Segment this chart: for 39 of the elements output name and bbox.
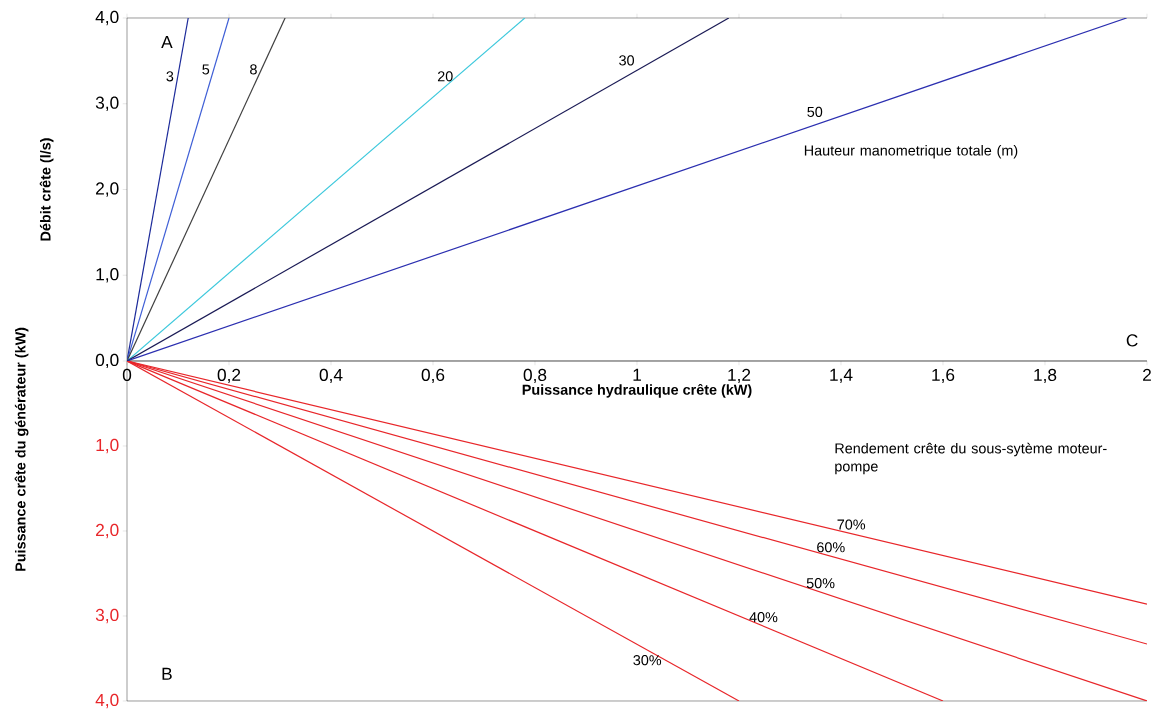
series-label: 30% [633,655,662,666]
y-tick-label: 4,0 [95,10,119,26]
y-tick-label: 1,0 [96,268,119,283]
x-tick-label: 2 [1143,368,1151,381]
y-tick-label: 3,0 [95,608,119,624]
x-tick-label: 1,8 [1034,368,1057,384]
x-tick-label: 0,6 [421,368,445,384]
y-axis-title: Débit crête (l/s) [39,138,54,241]
y-tick-label: 2,0 [96,523,119,539]
series-label: 8 [250,64,257,75]
x-tick-label: 1,6 [932,368,955,384]
x-tick-label: 0,8 [523,368,547,384]
annotation: Hauteur manometrique totale (m) [804,145,1018,159]
series-label: 3 [166,71,174,82]
y-tick-label: 3,0 [95,96,119,111]
y-tick-label: 2,0 [96,182,119,197]
x-tick-label: 1,4 [830,368,853,383]
x-axis-title: Puissance hydraulique crête (kW) [522,383,752,398]
x-tick-label: 0 [122,368,132,382]
series-label: 30 [619,55,635,66]
series-label: 20 [437,71,453,82]
annotation: C [1126,334,1138,347]
x-tick-label: 1,2 [728,368,751,384]
y-tick-label: 4,0 [95,693,119,709]
y-tick-label: 0,0 [95,353,119,369]
series-label: 5 [202,64,210,75]
series-label: 50% [806,578,835,589]
annotation: Rendement crête du sous-sytème moteur-pompe [835,442,1107,475]
annotation: B [162,667,172,680]
y-tick-label: 1,0 [96,438,119,454]
x-tick-label: 0,4 [319,368,343,384]
annotation: A [161,36,173,48]
x-tick-label: 0,2 [217,368,241,384]
series-label: 50 [807,106,823,117]
series-label: 70% [837,519,866,530]
x-tick-label: 1 [633,368,641,381]
y-axis-title: Puissance crête du générateur (kW) [14,327,29,571]
series-label: 40% [749,612,778,623]
series-label: 60% [817,542,845,553]
